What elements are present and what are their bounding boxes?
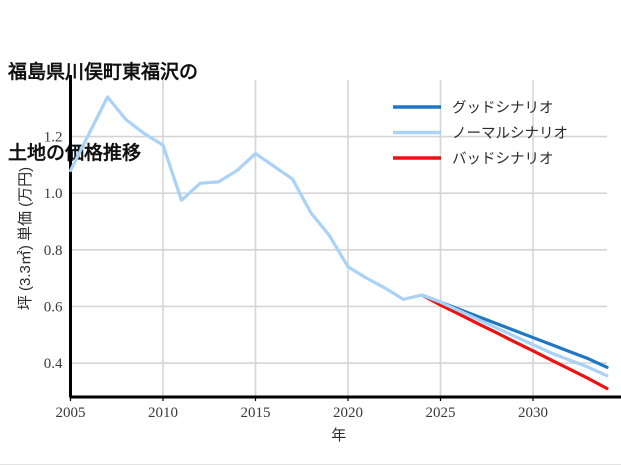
y-tick-labels: 0.4 0.6 0.8 1.0 1.2 <box>44 130 63 372</box>
series-line <box>420 293 609 391</box>
data-series <box>68 95 609 391</box>
x-tick-labels: 2005 2010 2015 2020 2025 2030 <box>56 405 549 421</box>
legend-item[interactable]: バッドシナリオ <box>393 152 554 168</box>
axis-lines <box>69 75 621 399</box>
legend-label: ノーマルシナリオ <box>452 126 568 142</box>
legend-label: バッドシナリオ <box>452 152 554 168</box>
x-tick-label: 2015 <box>241 405 271 421</box>
chart-title-line-2: 土地の価格推移 <box>8 142 142 164</box>
chart-title: 福島県川俣町東福沢の 土地の価格推移 <box>8 6 198 222</box>
axis-titles: 年 坪 (3.3㎡) 単価 (万円) <box>17 167 346 444</box>
x-axis-title: 年 <box>331 427 346 444</box>
legend-item[interactable]: グッドシナリオ <box>393 100 554 117</box>
x-tick-label: 2020 <box>333 405 363 421</box>
series-line <box>68 95 609 378</box>
y-tick-label: 1.0 <box>44 186 63 202</box>
x-tick-label: 2030 <box>518 405 548 421</box>
y-tick-label: 1.2 <box>44 130 63 146</box>
x-tick-label: 2025 <box>426 405 456 421</box>
chart-title-line-1: 福島県川俣町東福沢の <box>8 61 199 83</box>
x-tick-label: 2005 <box>56 405 86 421</box>
y-tick-label: 0.6 <box>44 299 63 315</box>
y-tick-label: 0.8 <box>44 243 63 259</box>
legend-label: グッドシナリオ <box>452 100 554 117</box>
legend-item[interactable]: ノーマルシナリオ <box>393 126 568 142</box>
y-axis-title: 坪 (3.3㎡) 単価 (万円) <box>17 167 34 310</box>
x-tick-label: 2010 <box>148 405 178 421</box>
y-tick-label: 0.4 <box>44 356 63 372</box>
